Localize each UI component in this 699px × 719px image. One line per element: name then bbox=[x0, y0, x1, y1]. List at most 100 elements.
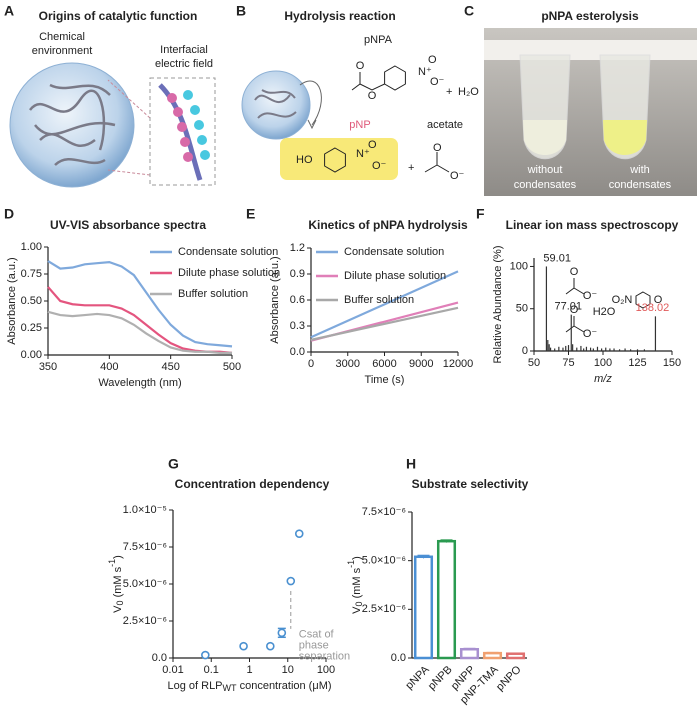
x-tick-label: 0 bbox=[308, 358, 314, 370]
annotation: Csat of bbox=[299, 629, 335, 641]
x-tick-label: 1 bbox=[246, 664, 252, 676]
data-line bbox=[310, 270, 459, 339]
x-tick-label: 100 bbox=[317, 664, 335, 676]
point bbox=[277, 628, 287, 638]
data-line bbox=[310, 306, 459, 341]
y-tick-label: 5.0×10⁻⁶ bbox=[362, 555, 406, 567]
bar bbox=[436, 539, 457, 660]
axis-label: V0 (mM s-1) bbox=[346, 556, 364, 614]
panel-a: Origins of catalytic function Chemical e… bbox=[9, 9, 216, 188]
condensate-sphere bbox=[9, 62, 135, 188]
x-tick-label: 10 bbox=[282, 664, 294, 676]
x-tick-label: 0.1 bbox=[204, 664, 219, 676]
acetate-bonds bbox=[424, 152, 450, 173]
y-tick-label: 0.75 bbox=[21, 268, 42, 280]
annotation: phase bbox=[299, 640, 329, 652]
axis-label: V0 (mM s-1) bbox=[107, 555, 125, 613]
point bbox=[294, 529, 304, 538]
polymer-chains bbox=[29, 83, 116, 166]
chart-title: Substrate selectivity bbox=[412, 477, 529, 491]
panel-b: Hydrolysis reaction pNPA O O N⁺ O O⁻ + H… bbox=[241, 9, 479, 182]
panel-title: Hydrolysis reaction bbox=[284, 9, 395, 23]
panel-label: B bbox=[236, 3, 246, 19]
atom: N⁺ bbox=[356, 148, 370, 160]
structure-atom: O bbox=[654, 294, 663, 306]
bar bbox=[459, 647, 480, 660]
x-tick-label: 150 bbox=[663, 357, 681, 369]
label: condensates bbox=[514, 179, 577, 191]
legend-label: Buffer solution bbox=[178, 288, 248, 300]
panel-title: Origins of catalytic function bbox=[39, 9, 198, 23]
label-part: ) bbox=[112, 555, 124, 559]
plus: + bbox=[408, 162, 414, 174]
plus: + bbox=[446, 86, 452, 98]
y-tick-label: 2.5×10⁻⁶ bbox=[123, 615, 167, 627]
structure-atom: O bbox=[570, 304, 579, 316]
label: with bbox=[629, 164, 650, 176]
structure-atom: H2O bbox=[593, 306, 616, 318]
annotation: separation bbox=[299, 651, 350, 663]
chart-title: Kinetics of pNPA hydrolysis bbox=[308, 218, 468, 232]
structure-atom: O⁻ bbox=[583, 328, 598, 340]
y-tick-label: 0.00 bbox=[21, 349, 42, 361]
atom: O⁻ bbox=[372, 160, 387, 172]
chart-title: UV-VIS absorbance spectra bbox=[50, 218, 206, 232]
y-tick-label: 7.5×10⁻⁶ bbox=[123, 541, 167, 553]
data-line bbox=[47, 260, 233, 348]
y-tick-label: 0.3 bbox=[290, 320, 305, 332]
condensate-sphere bbox=[241, 70, 311, 140]
label-part: -1 bbox=[346, 560, 356, 568]
panel-label: A bbox=[4, 3, 14, 19]
structure-atom: O₂N bbox=[612, 294, 633, 306]
liquid-yellow bbox=[603, 120, 647, 155]
reaction-arrow bbox=[299, 80, 322, 126]
benzene-ring bbox=[384, 65, 406, 91]
label-part: -1 bbox=[107, 559, 117, 567]
y-tick-label: 5.0×10⁻⁶ bbox=[123, 578, 167, 590]
legend-label: Dilute phase solution bbox=[178, 267, 280, 279]
y-tick-label: 1.00 bbox=[21, 241, 42, 253]
bar bbox=[413, 555, 434, 660]
atom: O bbox=[368, 90, 377, 102]
x-tick-label: pNPA bbox=[403, 663, 432, 692]
y-tick-label: 100 bbox=[510, 260, 528, 272]
label-part: 0 bbox=[354, 601, 364, 606]
atom: O bbox=[368, 139, 377, 151]
x-tick-label: 125 bbox=[628, 357, 646, 369]
x-tick-label: 75 bbox=[562, 357, 574, 369]
x-tick-label: pNPO bbox=[494, 663, 524, 693]
y-tick-label: 0.6 bbox=[290, 294, 305, 306]
y-tick-label: 0.0 bbox=[290, 346, 305, 358]
x-tick-label: 50 bbox=[528, 357, 540, 369]
data-line bbox=[47, 310, 232, 354]
axis-label: Relative Abundance (%) bbox=[492, 245, 504, 363]
structure-atom: O bbox=[570, 266, 579, 278]
benzene-ring bbox=[324, 147, 346, 173]
charges bbox=[167, 90, 210, 162]
atom: HO bbox=[296, 154, 313, 166]
x-tick-label: 100 bbox=[594, 357, 612, 369]
arrow-head bbox=[307, 119, 317, 130]
x-tick-label: 3000 bbox=[336, 358, 360, 370]
peak-label: 77.01 bbox=[554, 301, 582, 313]
molecule-name: pNPA bbox=[364, 34, 393, 46]
x-tick-label: 450 bbox=[161, 361, 179, 373]
chart-title: Concentration dependency bbox=[175, 477, 330, 491]
label-part: (mM s bbox=[112, 566, 124, 600]
point bbox=[201, 650, 210, 660]
label: Chemical bbox=[39, 31, 85, 43]
legend-label: Buffer solution bbox=[344, 294, 414, 306]
peak-label: 59.01 bbox=[543, 252, 571, 264]
legend-label: Dilute phase solution bbox=[344, 270, 446, 282]
tube-rack bbox=[484, 40, 697, 60]
axis-label: Absorbance (a.u.) bbox=[269, 256, 281, 343]
label: without bbox=[527, 164, 563, 176]
zoom-box bbox=[149, 77, 216, 186]
legend-label: Condensate solution bbox=[344, 246, 444, 258]
benzene-ring bbox=[635, 291, 651, 309]
label-part: Log of RLP bbox=[167, 680, 222, 692]
atom: N⁺ bbox=[418, 66, 432, 78]
y-tick-label: 7.5×10⁻⁶ bbox=[362, 506, 406, 518]
y-tick-label: 1.0×10⁻⁵ bbox=[123, 504, 167, 516]
